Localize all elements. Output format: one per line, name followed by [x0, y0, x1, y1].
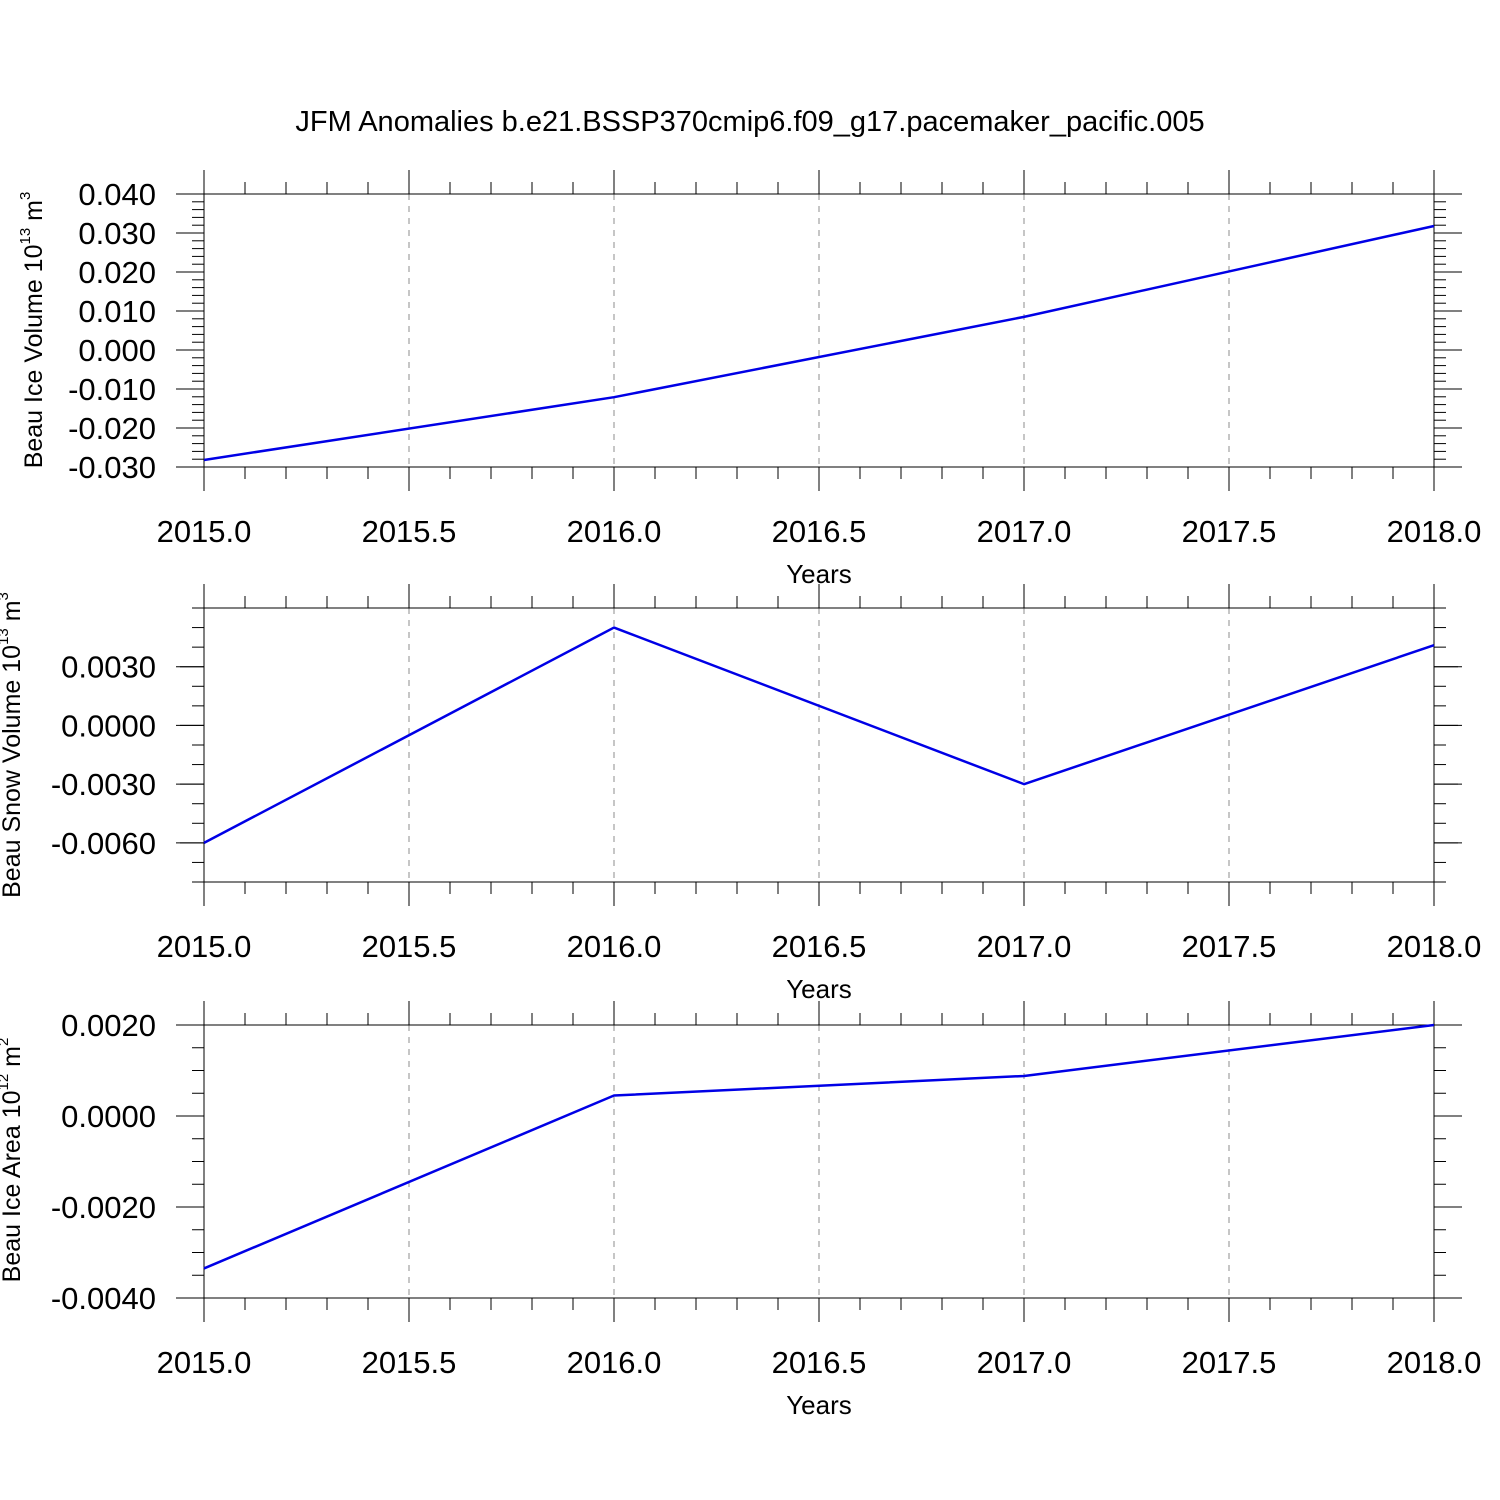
x-tick-label: 2017.5	[1182, 514, 1277, 549]
y-label-exponent: 13	[17, 228, 34, 245]
y-label-unit-exponent: 3	[17, 192, 34, 200]
y-label-text: Beau Ice Volume 10	[20, 245, 48, 469]
x-tick-label: 2017.0	[977, 1345, 1072, 1380]
x-tick-label: 2016.0	[567, 929, 662, 964]
x-tick-label: 2017.5	[1182, 1345, 1277, 1380]
y-axis-label: Beau Snow Volume 1013 m3	[0, 592, 26, 898]
x-tick-label: 2015.0	[157, 514, 252, 549]
y-tick-label: 0.0000	[61, 1099, 156, 1134]
x-tick-label: 2016.0	[567, 1345, 662, 1380]
x-tick-label: 2016.5	[772, 1345, 867, 1380]
y-tick-label: 0.0000	[61, 708, 156, 743]
y-label-text: Beau Snow Volume 10	[0, 645, 26, 898]
x-axis-label: Years	[786, 1390, 852, 1420]
x-tick-label: 2017.0	[977, 514, 1072, 549]
y-tick-label: -0.0060	[51, 826, 156, 861]
y-label-text: Beau Ice Area 10	[0, 1091, 26, 1283]
y-tick-label: -0.0030	[51, 767, 156, 802]
y-tick-label: -0.0020	[51, 1190, 156, 1225]
series-line	[203, 1023, 1435, 1270]
y-tick-label: 0.010	[78, 294, 156, 329]
chart-panel-1: 2015.0 2015.5 2016.0 2016.5 2017.0 2017.5 2018…	[17, 170, 1481, 589]
x-axis-label: Years	[786, 974, 852, 1004]
x-tick-label: 2015.5	[362, 929, 457, 964]
y-label-exponent: 13	[0, 628, 12, 645]
y-tick-label: 0.0020	[61, 1008, 156, 1043]
y-tick-label: 0.0030	[61, 650, 156, 685]
y-tick-label: -0.010	[68, 372, 156, 407]
x-tick-label: 2018.0	[1387, 514, 1482, 549]
y-tick-label: -0.030	[68, 450, 156, 485]
y-tick-label: 0.000	[78, 333, 156, 368]
y-label-unit-exponent: 3	[0, 592, 12, 600]
x-tick-label: 2015.0	[157, 1345, 252, 1380]
x-tick-label: 2015.0	[157, 929, 252, 964]
y-tick-label: 0.020	[78, 255, 156, 290]
x-tick-label: 2016.5	[772, 929, 867, 964]
x-tick-label: 2015.5	[362, 514, 457, 549]
x-tick-label: 2018.0	[1387, 1345, 1482, 1380]
series-line	[203, 224, 1435, 462]
y-label-exponent: 12	[0, 1074, 12, 1091]
y-label-unit: m	[0, 600, 26, 628]
x-tick-label: 2017.0	[977, 929, 1072, 964]
x-tick-label: 2018.0	[1387, 929, 1482, 964]
series-line	[203, 626, 1435, 844]
x-tick-label: 2016.5	[772, 514, 867, 549]
figure-title: JFM Anomalies b.e21.BSSP370cmip6.f09_g17…	[295, 106, 1204, 138]
x-tick-label: 2017.5	[1182, 929, 1277, 964]
y-axis-label: Beau Ice Area 1012 m2	[0, 1038, 26, 1283]
panels: 2015.0 2015.5 2016.0 2016.5 2017.0 2017.5 2018…	[0, 170, 1481, 1420]
chart-panel-3: 2015.0 2015.5 2016.0 2016.5 2017.0 2017.5 2018…	[0, 1001, 1481, 1420]
y-axis-label: Beau Ice Volume 1013 m3	[17, 192, 48, 469]
y-tick-label: -0.020	[68, 411, 156, 446]
x-tick-label: 2016.0	[567, 514, 662, 549]
y-label-unit: m	[20, 200, 48, 228]
y-tick-label: 0.040	[78, 177, 156, 212]
y-label-unit-exponent: 2	[0, 1038, 12, 1046]
y-label-unit: m	[0, 1046, 26, 1074]
chart-panel-2: 2015.0 2015.5 2016.0 2016.5 2017.0 2017.5 2018…	[0, 584, 1481, 1004]
y-tick-label: -0.0040	[51, 1281, 156, 1316]
x-tick-label: 2015.5	[362, 1345, 457, 1380]
y-tick-label: 0.030	[78, 216, 156, 251]
